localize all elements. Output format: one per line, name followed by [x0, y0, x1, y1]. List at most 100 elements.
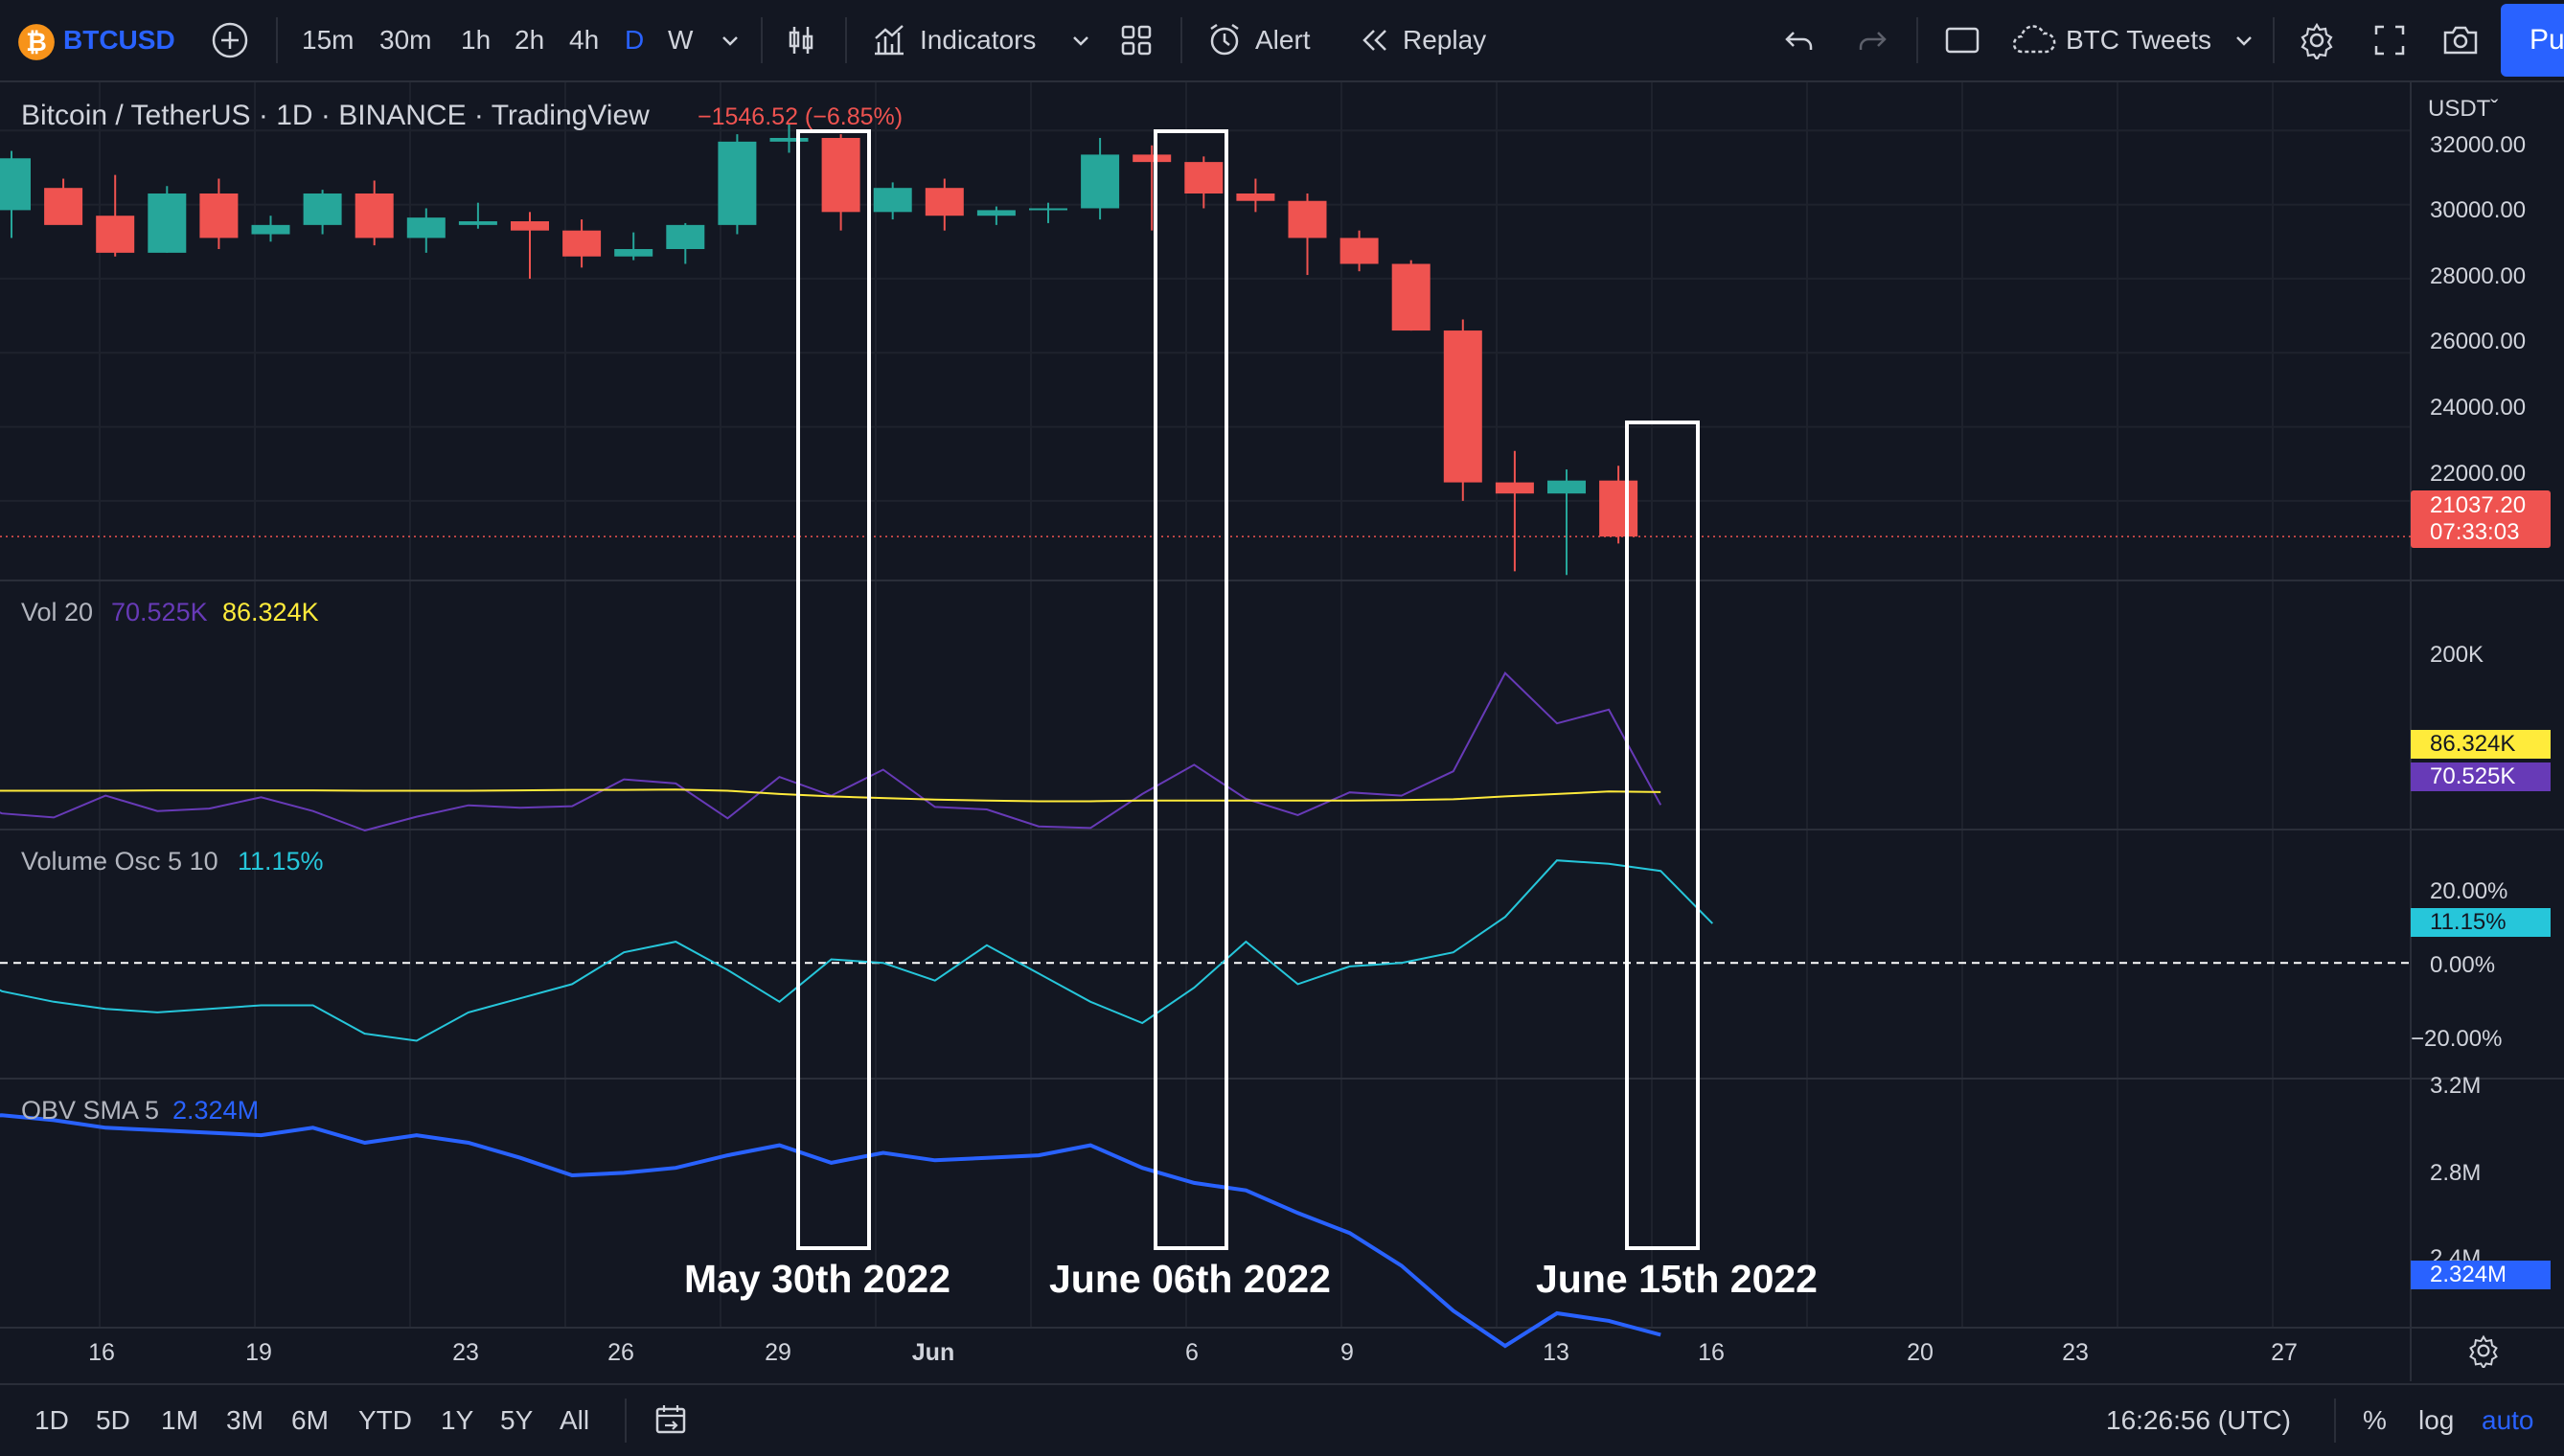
date-tick: 19 — [245, 1339, 272, 1366]
range-ytd[interactable]: YTD — [358, 1405, 412, 1435]
indicators-icon[interactable] — [870, 21, 908, 59]
range-5d[interactable]: 5D — [96, 1405, 130, 1435]
range-3m[interactable]: 3M — [226, 1405, 263, 1435]
date-tick: 29 — [765, 1339, 791, 1366]
interval-4h[interactable]: 4h — [569, 25, 600, 55]
volosc-tick: 20.00% — [2430, 878, 2508, 904]
range-1y[interactable]: 1Y — [441, 1405, 474, 1435]
rectangle-icon[interactable] — [1943, 21, 1981, 59]
date-tick: 27 — [2271, 1339, 2298, 1366]
range-5y[interactable]: 5Y — [500, 1405, 534, 1435]
vol-badge: 70.525K — [2411, 762, 2551, 791]
toolbar-divider — [761, 17, 763, 63]
redo-icon[interactable] — [1853, 21, 1891, 59]
layout-name[interactable]: BTC Tweets — [2066, 25, 2211, 55]
chart-title: Bitcoin / TetherUS · 1D · BINANCE · Trad… — [21, 100, 650, 131]
fullscreen-icon[interactable] — [2370, 21, 2409, 59]
percent-toggle[interactable]: % — [2363, 1405, 2387, 1435]
add-symbol-icon[interactable] — [211, 21, 249, 59]
candle-body — [1184, 162, 1224, 193]
replay-icon[interactable] — [1355, 21, 1393, 59]
gear-icon[interactable] — [2466, 1333, 2501, 1370]
vol-label: Vol 20 — [21, 598, 94, 626]
templates-icon[interactable] — [1117, 21, 1156, 59]
undo-icon[interactable] — [1780, 21, 1819, 59]
obv-tick: 2.8M — [2430, 1160, 2482, 1186]
interval-2h[interactable]: 2h — [515, 25, 545, 55]
price-tick: 26000.00 — [2430, 329, 2527, 354]
candle-body — [1029, 208, 1067, 211]
date-tick: 26 — [607, 1339, 634, 1366]
range-all[interactable]: All — [560, 1405, 590, 1435]
svg-text:₿: ₿ — [26, 28, 47, 57]
interval-30m[interactable]: 30m — [379, 25, 432, 55]
date-tick: 9 — [1340, 1339, 1354, 1366]
candle-body — [562, 230, 602, 257]
replay-button[interactable]: Replay — [1403, 25, 1487, 55]
candles-icon[interactable] — [782, 21, 820, 59]
volume-ma-line — [0, 788, 1661, 803]
vol-tick: 200K — [2430, 642, 2484, 668]
settings-icon[interactable] — [2298, 21, 2336, 62]
candle-body — [355, 193, 394, 239]
interval-1h[interactable]: 1h — [461, 25, 492, 55]
candle-body — [0, 158, 31, 211]
range-1d[interactable]: 1D — [34, 1405, 69, 1435]
candle-body — [666, 224, 705, 249]
candle-body — [1288, 200, 1327, 239]
interval-15m[interactable]: 15m — [302, 25, 355, 55]
symbol-search-button[interactable]: BTCUSD — [63, 25, 175, 55]
vol-ma-badge: 86.324K — [2411, 730, 2551, 759]
volosc-tick: −20.00% — [2411, 1026, 2503, 1052]
candle-body — [1599, 480, 1638, 537]
candle-body — [1339, 238, 1379, 264]
top-toolbar: ₿ BTCUSD 15m 30m 1h 2h 4h D W Indicators… — [0, 0, 2564, 82]
candle-body — [1133, 154, 1172, 163]
obv-sma-line — [0, 1113, 1661, 1349]
interval-w[interactable]: W — [668, 25, 694, 55]
candle-body — [718, 141, 757, 225]
candle-body — [1443, 330, 1482, 483]
candle-body — [1391, 263, 1431, 331]
camera-icon[interactable] — [2441, 21, 2480, 59]
candle-body — [511, 221, 549, 231]
range-1m[interactable]: 1M — [161, 1405, 198, 1435]
log-toggle[interactable]: log — [2418, 1405, 2455, 1435]
date-tick: 6 — [1185, 1339, 1199, 1366]
candle-body — [614, 249, 653, 257]
price-tick: 32000.00 — [2430, 132, 2527, 158]
calendar-icon[interactable] — [652, 1400, 690, 1439]
publish-button[interactable]: Pu — [2501, 4, 2564, 77]
alert-icon[interactable] — [1205, 21, 1244, 59]
volume-line — [0, 671, 1662, 832]
toolbar-divider — [1916, 17, 1918, 63]
candle-body — [44, 188, 83, 225]
indicators-button[interactable]: Indicators — [920, 25, 1037, 55]
chevron-down-icon[interactable] — [711, 21, 749, 59]
interval-d[interactable]: D — [625, 25, 645, 55]
candle-body — [769, 138, 809, 142]
annotation-boxes — [796, 129, 1700, 1250]
range-6m[interactable]: 6M — [291, 1405, 329, 1435]
annotation-june-15: June 15th 2022 — [1536, 1257, 1818, 1301]
obv-value: 2.324M — [172, 1096, 260, 1125]
volosc-label: Volume Osc 5 10 — [21, 847, 218, 876]
volosc-tick: 0.00% — [2430, 952, 2496, 978]
chevron-down-icon[interactable] — [2225, 21, 2263, 59]
chevron-down-icon[interactable] — [1062, 21, 1100, 59]
last-price-badge: 21037.20 07:33:03 — [2411, 490, 2551, 548]
candle-body — [458, 221, 497, 225]
auto-toggle[interactable]: auto — [2482, 1405, 2534, 1435]
cloud-icon[interactable] — [2010, 21, 2058, 59]
candlestick-series — [0, 123, 1638, 576]
chart-canvas[interactable] — [0, 82, 2564, 1381]
obv-badge: 2.324M — [2411, 1261, 2551, 1289]
currency-selector[interactable]: USDTˇ — [2428, 96, 2499, 122]
bar-countdown: 07:33:03 — [2430, 519, 2520, 545]
alert-button[interactable]: Alert — [1255, 25, 1311, 55]
annotation-box — [1625, 421, 1700, 1250]
price-tick: 22000.00 — [2430, 461, 2527, 487]
candle-body — [303, 193, 342, 225]
price-change: −1546.52 (−6.85%) — [698, 103, 904, 130]
clock[interactable]: 16:26:56 (UTC) — [2106, 1405, 2291, 1435]
